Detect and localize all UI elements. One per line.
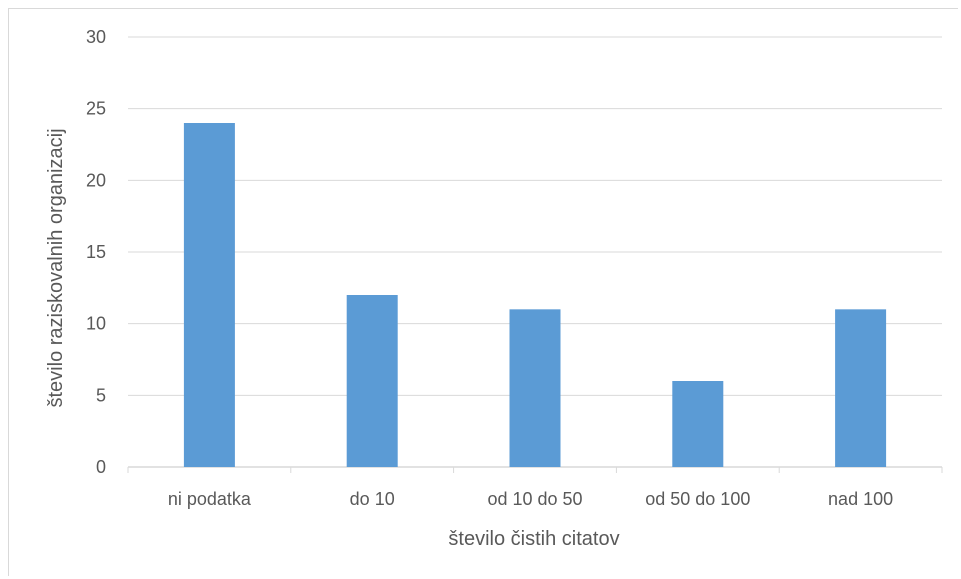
- bar: [509, 309, 561, 467]
- bar: [672, 381, 724, 467]
- y-axis-title: število raziskovalnih organizacij: [45, 128, 67, 407]
- x-tick-label: od 10 do 50: [487, 489, 582, 509]
- x-tick-label: ni podatka: [168, 489, 252, 509]
- y-tick-label: 5: [96, 385, 106, 405]
- x-axis-ticks: ni podatka do 10 od 10 do 50 od 50 do 100 na…: [168, 489, 893, 509]
- bars: [183, 123, 887, 467]
- y-tick-label: 10: [86, 314, 106, 334]
- y-axis-ticks: 0 5 10 15 20 25 30: [86, 27, 106, 477]
- y-tick-label: 15: [86, 242, 106, 262]
- bar: [346, 295, 398, 467]
- x-tick-label: do 10: [350, 489, 395, 509]
- y-tick-label: 20: [86, 170, 106, 190]
- x-axis-title: število čistih citatov: [448, 528, 619, 550]
- bar: [835, 309, 887, 467]
- bar: [183, 123, 235, 467]
- chart-frame: [8, 8, 958, 576]
- x-tick-label: nad 100: [828, 489, 893, 509]
- y-tick-label: 25: [86, 99, 106, 119]
- x-tick-label: od 50 do 100: [645, 489, 750, 509]
- y-tick-label: 30: [86, 27, 106, 47]
- y-tick-label: 0: [96, 457, 106, 477]
